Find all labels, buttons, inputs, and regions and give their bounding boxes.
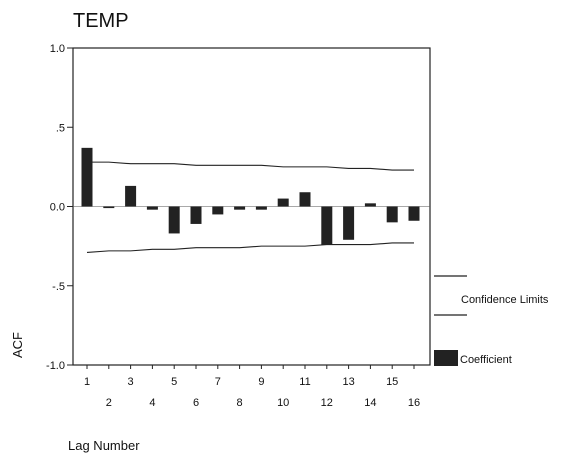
y-axis-label: ACF <box>10 332 25 358</box>
x-tick-label: 3 <box>128 376 134 388</box>
acf-bar <box>81 147 93 207</box>
confidence-series <box>86 161 414 254</box>
acf-bar <box>234 206 246 210</box>
y-tick-label: 1.0 <box>50 43 65 55</box>
legend-confidence-label: Confidence Limits <box>461 294 549 306</box>
legend: Confidence Limits Coefficient <box>434 275 549 366</box>
legend-coefficient-label: Coefficient <box>460 354 512 366</box>
acf-bar <box>386 206 398 223</box>
confidence-limit-lower <box>86 242 414 254</box>
acf-bar <box>103 206 115 209</box>
x-tick-label: 13 <box>342 376 354 388</box>
acf-bar <box>212 206 224 215</box>
y-tick-label: .5 <box>56 122 65 134</box>
x-tick-label: 6 <box>193 397 199 409</box>
x-tick-label: 14 <box>364 397 376 409</box>
acf-bar <box>364 203 376 207</box>
x-tick-label: 16 <box>408 397 420 409</box>
acf-bar <box>408 206 420 221</box>
x-tick-label: 8 <box>237 397 243 409</box>
x-tick-label: 11 <box>299 376 310 388</box>
y-tick-label: -.5 <box>52 281 65 293</box>
acf-bar <box>125 185 137 207</box>
y-axis: 1.0 .5 0.0 -.5 -1.0 <box>46 43 73 372</box>
confidence-limit-upper <box>87 161 414 171</box>
x-tick-label: 12 <box>321 397 333 409</box>
y-tick-label: 0.0 <box>50 202 65 214</box>
x-tick-label: 15 <box>386 376 398 388</box>
x-tick-label: 10 <box>277 397 289 409</box>
acf-bar <box>321 206 333 245</box>
acf-bar <box>277 198 289 207</box>
x-tick-label: 2 <box>106 397 112 409</box>
x-axis-label: Lag Number <box>68 438 140 453</box>
legend-coefficient-swatch <box>434 350 458 366</box>
x-tick-label: 5 <box>171 376 177 388</box>
x-tick-label: 4 <box>149 397 155 409</box>
x-tick-label: 9 <box>258 376 264 388</box>
chart-title: TEMP <box>73 10 129 32</box>
y-tick-label: -1.0 <box>46 360 65 372</box>
x-tick-label: 1 <box>84 376 90 388</box>
x-tick-label: 7 <box>215 376 221 388</box>
acf-bar <box>299 192 311 207</box>
acf-bar <box>343 206 355 240</box>
acf-bar <box>255 206 267 210</box>
bar-series <box>81 147 420 245</box>
acf-bar <box>190 206 202 224</box>
acf-bar <box>168 206 180 234</box>
acf-bar <box>146 206 158 210</box>
